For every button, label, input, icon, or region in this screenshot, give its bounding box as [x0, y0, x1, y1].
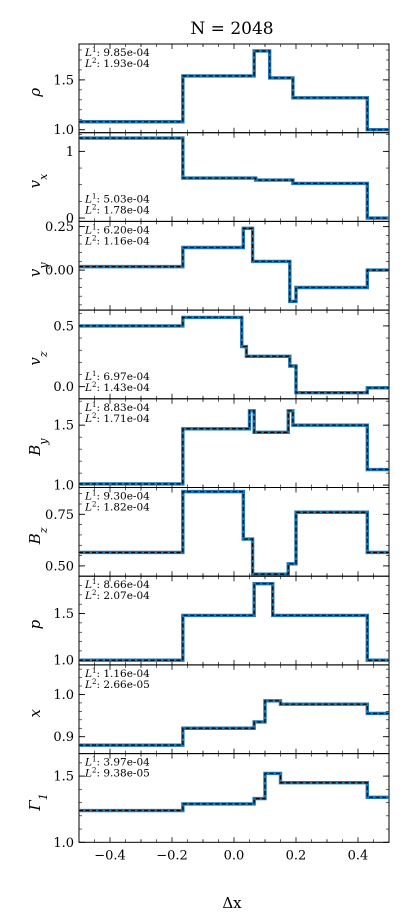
l2-error-label: L2: 2.07e-04 — [84, 589, 150, 602]
y-axis-label: x — [26, 708, 44, 717]
reference-solution-line — [79, 410, 389, 485]
y-tick-label: 1.5 — [53, 607, 74, 622]
l1-error-label: L1: 9.85e-04 — [84, 46, 150, 59]
reference-solution-line — [79, 316, 389, 394]
y-tick-label: 1.0 — [53, 123, 74, 138]
x-tick-label: −0.2 — [156, 848, 188, 863]
l1-error-label: L1: 5.03e-04 — [84, 192, 150, 205]
l1-error-label: L1: 9.30e-04 — [84, 490, 150, 503]
l2-error-label: L2: 2.66e-05 — [84, 678, 150, 691]
y-axis-label: By — [26, 438, 50, 457]
reference-solution-line — [79, 700, 389, 746]
numerical-solution-line — [79, 699, 389, 747]
chart-title: N = 2048 — [190, 19, 273, 39]
l1-error-label: L1: 8.66e-04 — [84, 578, 150, 591]
x-tick-label: 0.2 — [286, 848, 307, 863]
l2-error-label: L2: 9.38e-05 — [84, 767, 150, 780]
l2-error-label: L2: 1.16e-04 — [84, 234, 150, 247]
reference-solution-line — [79, 491, 389, 575]
y-axis-label: vx — [26, 173, 50, 188]
y-tick-label: 0.00 — [45, 264, 74, 279]
y-tick-label: 1.0 — [53, 654, 74, 669]
y-tick-label: 0.25 — [45, 220, 74, 235]
y-axis-label: vy — [26, 262, 50, 277]
l2-error-label: L2: 1.71e-04 — [84, 412, 150, 425]
y-tick-label: 1.0 — [53, 688, 74, 703]
reference-solution-line — [79, 227, 389, 302]
x-tick-label: −0.4 — [94, 848, 126, 863]
y-axis-label: vz — [26, 351, 50, 365]
y-tick-label: 1 — [66, 145, 74, 160]
l1-error-label: L1: 8.83e-04 — [84, 401, 150, 414]
x-tick-label: 0.0 — [224, 848, 245, 863]
y-tick-label: 1.5 — [53, 73, 74, 88]
y-tick-label: 0.50 — [45, 559, 74, 574]
y-axis-label: ρ — [26, 88, 44, 98]
l1-error-label: L1: 1.16e-04 — [84, 667, 150, 680]
l2-error-label: L2: 1.93e-04 — [84, 57, 150, 70]
reference-solution-line — [79, 137, 389, 219]
l1-error-label: L1: 6.97e-04 — [84, 370, 150, 383]
y-tick-label: 0 — [66, 212, 74, 227]
y-tick-label: 1.0 — [53, 836, 74, 851]
x-axis-label: Δx — [222, 894, 242, 912]
y-axis-label: p — [26, 619, 44, 629]
reference-solution-line — [79, 772, 389, 812]
reference-solution-line — [79, 583, 389, 661]
l2-error-label: L2: 1.43e-04 — [84, 381, 150, 394]
y-tick-label: 1.5 — [53, 419, 74, 434]
l1-error-label: L1: 3.97e-04 — [84, 756, 150, 769]
y-axis-label: Bz — [26, 527, 50, 545]
l1-error-label: L1: 6.20e-04 — [84, 223, 150, 236]
y-axis-label: Γ1 — [26, 793, 50, 811]
y-tick-label: 0.75 — [45, 508, 74, 523]
y-tick-label: 0.5 — [53, 319, 74, 334]
y-tick-label: 1.5 — [53, 770, 74, 785]
y-tick-label: 0.9 — [53, 730, 74, 745]
l2-error-label: L2: 1.82e-04 — [84, 501, 150, 514]
y-tick-label: 0.0 — [53, 380, 74, 395]
y-tick-label: 1.0 — [53, 479, 74, 494]
x-tick-label: 0.4 — [348, 848, 369, 863]
l2-error-label: L2: 1.78e-04 — [84, 203, 150, 216]
reference-solution-line — [79, 50, 389, 131]
